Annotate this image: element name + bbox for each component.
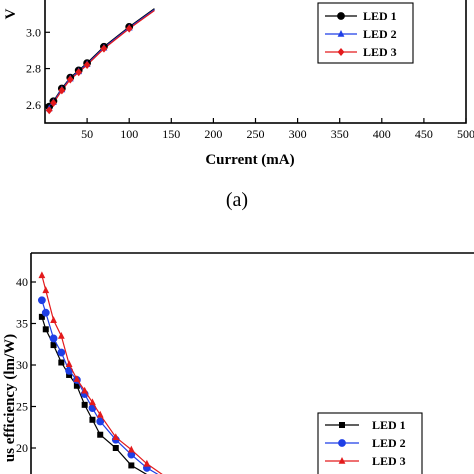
panel-a-caption: (a)	[226, 189, 248, 211]
panel-b-point-led-2	[96, 417, 105, 426]
panel-a-legend-marker-led-2	[337, 30, 345, 37]
panel-a-point-led-3	[50, 99, 57, 108]
panel-b-point-led-2	[57, 348, 66, 357]
panel-a-x-tick-label: 250	[247, 127, 265, 141]
panel-b-point-led-3	[89, 398, 96, 406]
panel-b-y-tick-label: 40	[16, 275, 28, 289]
panel-b-point-led-1	[38, 313, 45, 320]
panel-b-point-led-1	[42, 326, 49, 333]
panel-a-point-led-3	[125, 24, 133, 33]
panel-b-point-led-3	[42, 286, 50, 294]
panel-b-point-led-3	[73, 375, 81, 382]
panel-a-x-tick-label: 300	[289, 127, 307, 141]
panel-a-x-tick-label: 100	[120, 127, 138, 141]
panel-b-point-led-1	[58, 359, 65, 366]
panel-a-series-line-led-3	[48, 9, 155, 111]
panel-b-point-led-1	[66, 371, 73, 378]
panel-b-y-tick-label: 25	[16, 400, 28, 414]
panel-a-legend: LED 1 LED 2 LED 3	[317, 2, 414, 64]
panel-b-y-tick-label: 30	[16, 358, 28, 372]
panel-b-point-led-2	[41, 308, 50, 317]
panel-b-point-led-3	[143, 459, 151, 467]
panel-b-y-tick-label: 35	[16, 317, 28, 331]
panel-b-legend-label-led-3: LED 3	[372, 454, 406, 468]
panel-a-x-tick-label: 150	[162, 127, 180, 141]
panel-a-legend-label-led-2: LED 2	[363, 27, 397, 41]
panel-a-legend-label-led-3: LED 3	[363, 45, 397, 59]
panel-a-x-axis-title: Current (mA)	[205, 152, 294, 168]
panel-b-point-led-1	[128, 462, 135, 469]
panel-b-point-led-1	[73, 382, 80, 389]
panel-b-legend-label-led-1: LED 1	[372, 418, 406, 432]
panel-b-series-line-led-3	[41, 275, 163, 474]
panel-a-legend-label-led-1: LED 1	[363, 9, 397, 23]
panel-a-x-tick-label: 450	[415, 127, 433, 141]
panel-b-point-led-3	[38, 271, 46, 279]
panel-a-legend-marker-led-3	[337, 48, 345, 56]
panel-b-y-tick-label: 20	[16, 441, 28, 455]
panel-b-point-led-2	[49, 334, 58, 343]
panel-a-point-led-3	[45, 106, 53, 115]
panel-a-point-led-3	[66, 75, 74, 84]
panel-a-x-tick-label: 500	[457, 127, 474, 141]
panel-b-legend-marker-led-1	[339, 422, 345, 428]
panel-b-point-led-2	[37, 296, 46, 305]
panel-a-point-led-3	[83, 60, 91, 69]
panel-a-x-tick-label: 50	[81, 127, 93, 141]
panel-b-point-led-1	[50, 342, 57, 349]
panel-a-y-tick-label: 2.6	[26, 98, 41, 112]
panel-b-legend-label-led-2: LED 2	[372, 436, 406, 450]
panel-b-point-led-3	[112, 433, 120, 441]
panel-a-legend-box	[317, 2, 414, 64]
panel-a-point-led-3	[100, 44, 108, 53]
panel-b-point-led-3	[57, 331, 65, 339]
panel-b-point-led-3	[65, 360, 73, 367]
panel-b-series-line-led-2	[41, 300, 159, 474]
panel-a-y-tick-label: 2.8	[26, 62, 41, 76]
panel-b-point-led-1	[112, 445, 119, 451]
panel-a-point-led-3	[75, 68, 83, 77]
panel-b-point-led-1	[81, 401, 88, 408]
panel-a-x-tick-label: 200	[204, 127, 222, 141]
panel-b-y-axis-title-fragment: us efficiency (lm/W)	[2, 334, 18, 462]
panel-a-x-tick-label: 400	[373, 127, 391, 141]
panel-b-point-led-3	[96, 410, 104, 418]
panel-a-legend-marker-led-1	[337, 12, 345, 20]
panel-a-y-axis-title-fragment: V	[3, 8, 19, 19]
panel-b-legend: LED 1 LED 2 LED 3	[317, 412, 423, 474]
panel-a-chart: V 2.6 2.8 3.0 50 100 150 200 250 300 350 400 450 50…	[3, 0, 474, 211]
panel-b-point-led-3	[81, 386, 89, 394]
panel-a-series-line-led-2	[48, 9, 155, 109]
panel-b-point-led-3	[50, 316, 57, 323]
panel-b-legend-marker-led-3	[338, 457, 346, 464]
panel-a-y-tick-label: 3.0	[26, 25, 41, 39]
panel-b-point-led-1	[97, 431, 104, 438]
panel-b-point-led-1	[89, 416, 96, 423]
panel-b-point-led-3	[127, 445, 135, 453]
panel-b-legend-marker-led-2	[338, 439, 346, 447]
panel-a-point-led-3	[58, 86, 66, 95]
panel-a-x-tick-label: 350	[331, 127, 349, 141]
